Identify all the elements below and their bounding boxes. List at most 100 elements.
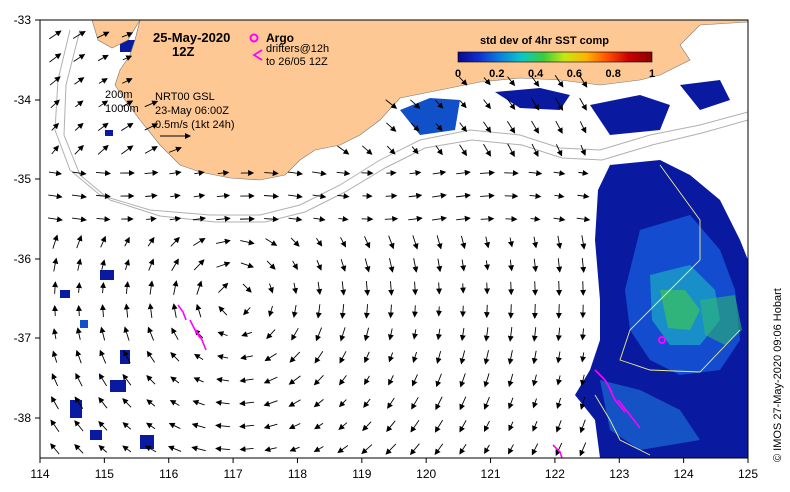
current-arrow	[412, 329, 419, 340]
current-arrow	[170, 352, 180, 362]
current-arrow	[216, 192, 231, 199]
y-tick-label: -34	[14, 93, 32, 107]
current-arrow	[532, 281, 539, 296]
current-arrow	[148, 258, 155, 271]
x-tick-label: 121	[481, 467, 501, 481]
current-arrow	[577, 193, 590, 200]
current-arrow	[97, 54, 109, 62]
current-arrow	[580, 144, 586, 156]
current-arrow	[50, 99, 60, 109]
current-arrow	[507, 373, 514, 388]
current-arrow	[76, 282, 82, 293]
argo-legend-icon	[249, 33, 259, 43]
current-arrow	[580, 235, 587, 250]
current-arrow	[97, 144, 109, 155]
current-arrow	[121, 145, 134, 155]
current-arrow	[456, 169, 471, 176]
current-arrow	[74, 396, 84, 410]
current-arrow	[387, 304, 394, 319]
current-arrow	[76, 304, 82, 317]
current-arrow	[98, 100, 109, 108]
current-arrow	[337, 193, 350, 200]
current-arrow	[147, 236, 155, 247]
current-arrow	[265, 238, 278, 246]
map-date: 25-May-2020	[153, 30, 230, 45]
current-arrow	[554, 192, 565, 199]
current-arrow	[314, 351, 324, 364]
current-arrow	[51, 350, 58, 363]
current-arrow	[123, 326, 130, 341]
current-arrow	[218, 282, 229, 293]
current-arrow	[72, 31, 86, 39]
current-arrow	[148, 280, 155, 295]
current-arrow	[292, 282, 298, 295]
current-arrow	[459, 305, 466, 318]
current-arrow	[384, 215, 399, 222]
current-arrow	[388, 281, 395, 296]
current-arrow	[97, 31, 110, 39]
cape-land	[91, 20, 141, 49]
current-arrow	[385, 99, 398, 109]
current-arrow	[75, 100, 84, 108]
current-arrow	[47, 216, 63, 223]
current-arrow	[98, 420, 108, 431]
current-arrow	[531, 303, 538, 319]
current-arrow	[532, 258, 539, 273]
x-tick-label: 119	[352, 467, 371, 481]
current-arrow	[48, 170, 63, 177]
current-arrow	[553, 170, 566, 177]
current-arrow	[386, 145, 396, 155]
current-arrow	[530, 215, 541, 222]
current-arrow	[49, 76, 61, 86]
current-arrow	[484, 444, 490, 454]
current-arrow	[169, 169, 182, 176]
current-arrow	[169, 399, 180, 406]
current-arrow	[266, 329, 276, 340]
current-arrow	[314, 422, 324, 430]
current-arrow	[243, 307, 251, 316]
current-arrow	[532, 398, 538, 409]
current-arrow	[170, 236, 180, 247]
current-arrow	[361, 444, 373, 455]
plot-frame	[39, 19, 749, 459]
current-arrow	[288, 216, 303, 223]
contour-label-200: 200m	[105, 89, 133, 101]
current-arrow	[434, 443, 444, 456]
current-arrow	[215, 399, 230, 406]
y-tick-label: -36	[14, 252, 32, 266]
colorbar-tick-label: 0.2	[489, 68, 504, 80]
current-arrow	[338, 422, 348, 430]
current-arrow	[49, 53, 62, 63]
current-arrow	[388, 375, 394, 386]
current-arrow	[266, 260, 276, 270]
current-arrow	[507, 350, 514, 365]
current-arrow	[338, 375, 347, 386]
current-arrow	[147, 326, 155, 341]
current-arrow	[50, 443, 60, 455]
current-arrow	[508, 281, 515, 296]
current-arrow	[508, 421, 514, 432]
colorbar-tick-label: 1	[649, 68, 655, 80]
current-arrow	[73, 53, 86, 62]
colorbar-ticks: 0 0.2 0.4 0.6 0.8 1	[455, 68, 655, 80]
current-arrow	[121, 100, 134, 108]
current-arrow	[339, 351, 347, 364]
x-axis: 114 115 116 117 118 119 120 121 122 123 124 125	[30, 458, 758, 481]
current-arrow	[97, 122, 109, 132]
current-arrow	[75, 327, 82, 340]
current-arrow	[386, 420, 396, 432]
current-arrow	[95, 170, 111, 177]
current-arrow	[75, 372, 83, 387]
current-arrow	[483, 99, 492, 110]
current-arrow	[576, 216, 591, 223]
current-arrow	[52, 281, 59, 294]
current-arrow	[556, 235, 563, 250]
current-arrow	[288, 399, 301, 407]
current-arrow	[194, 353, 204, 360]
current-arrow	[555, 327, 562, 342]
current-arrow	[122, 398, 132, 408]
current-arrow	[339, 304, 346, 319]
current-arrow	[144, 123, 159, 131]
current-arrow	[98, 444, 108, 453]
current-arrow	[239, 446, 254, 453]
